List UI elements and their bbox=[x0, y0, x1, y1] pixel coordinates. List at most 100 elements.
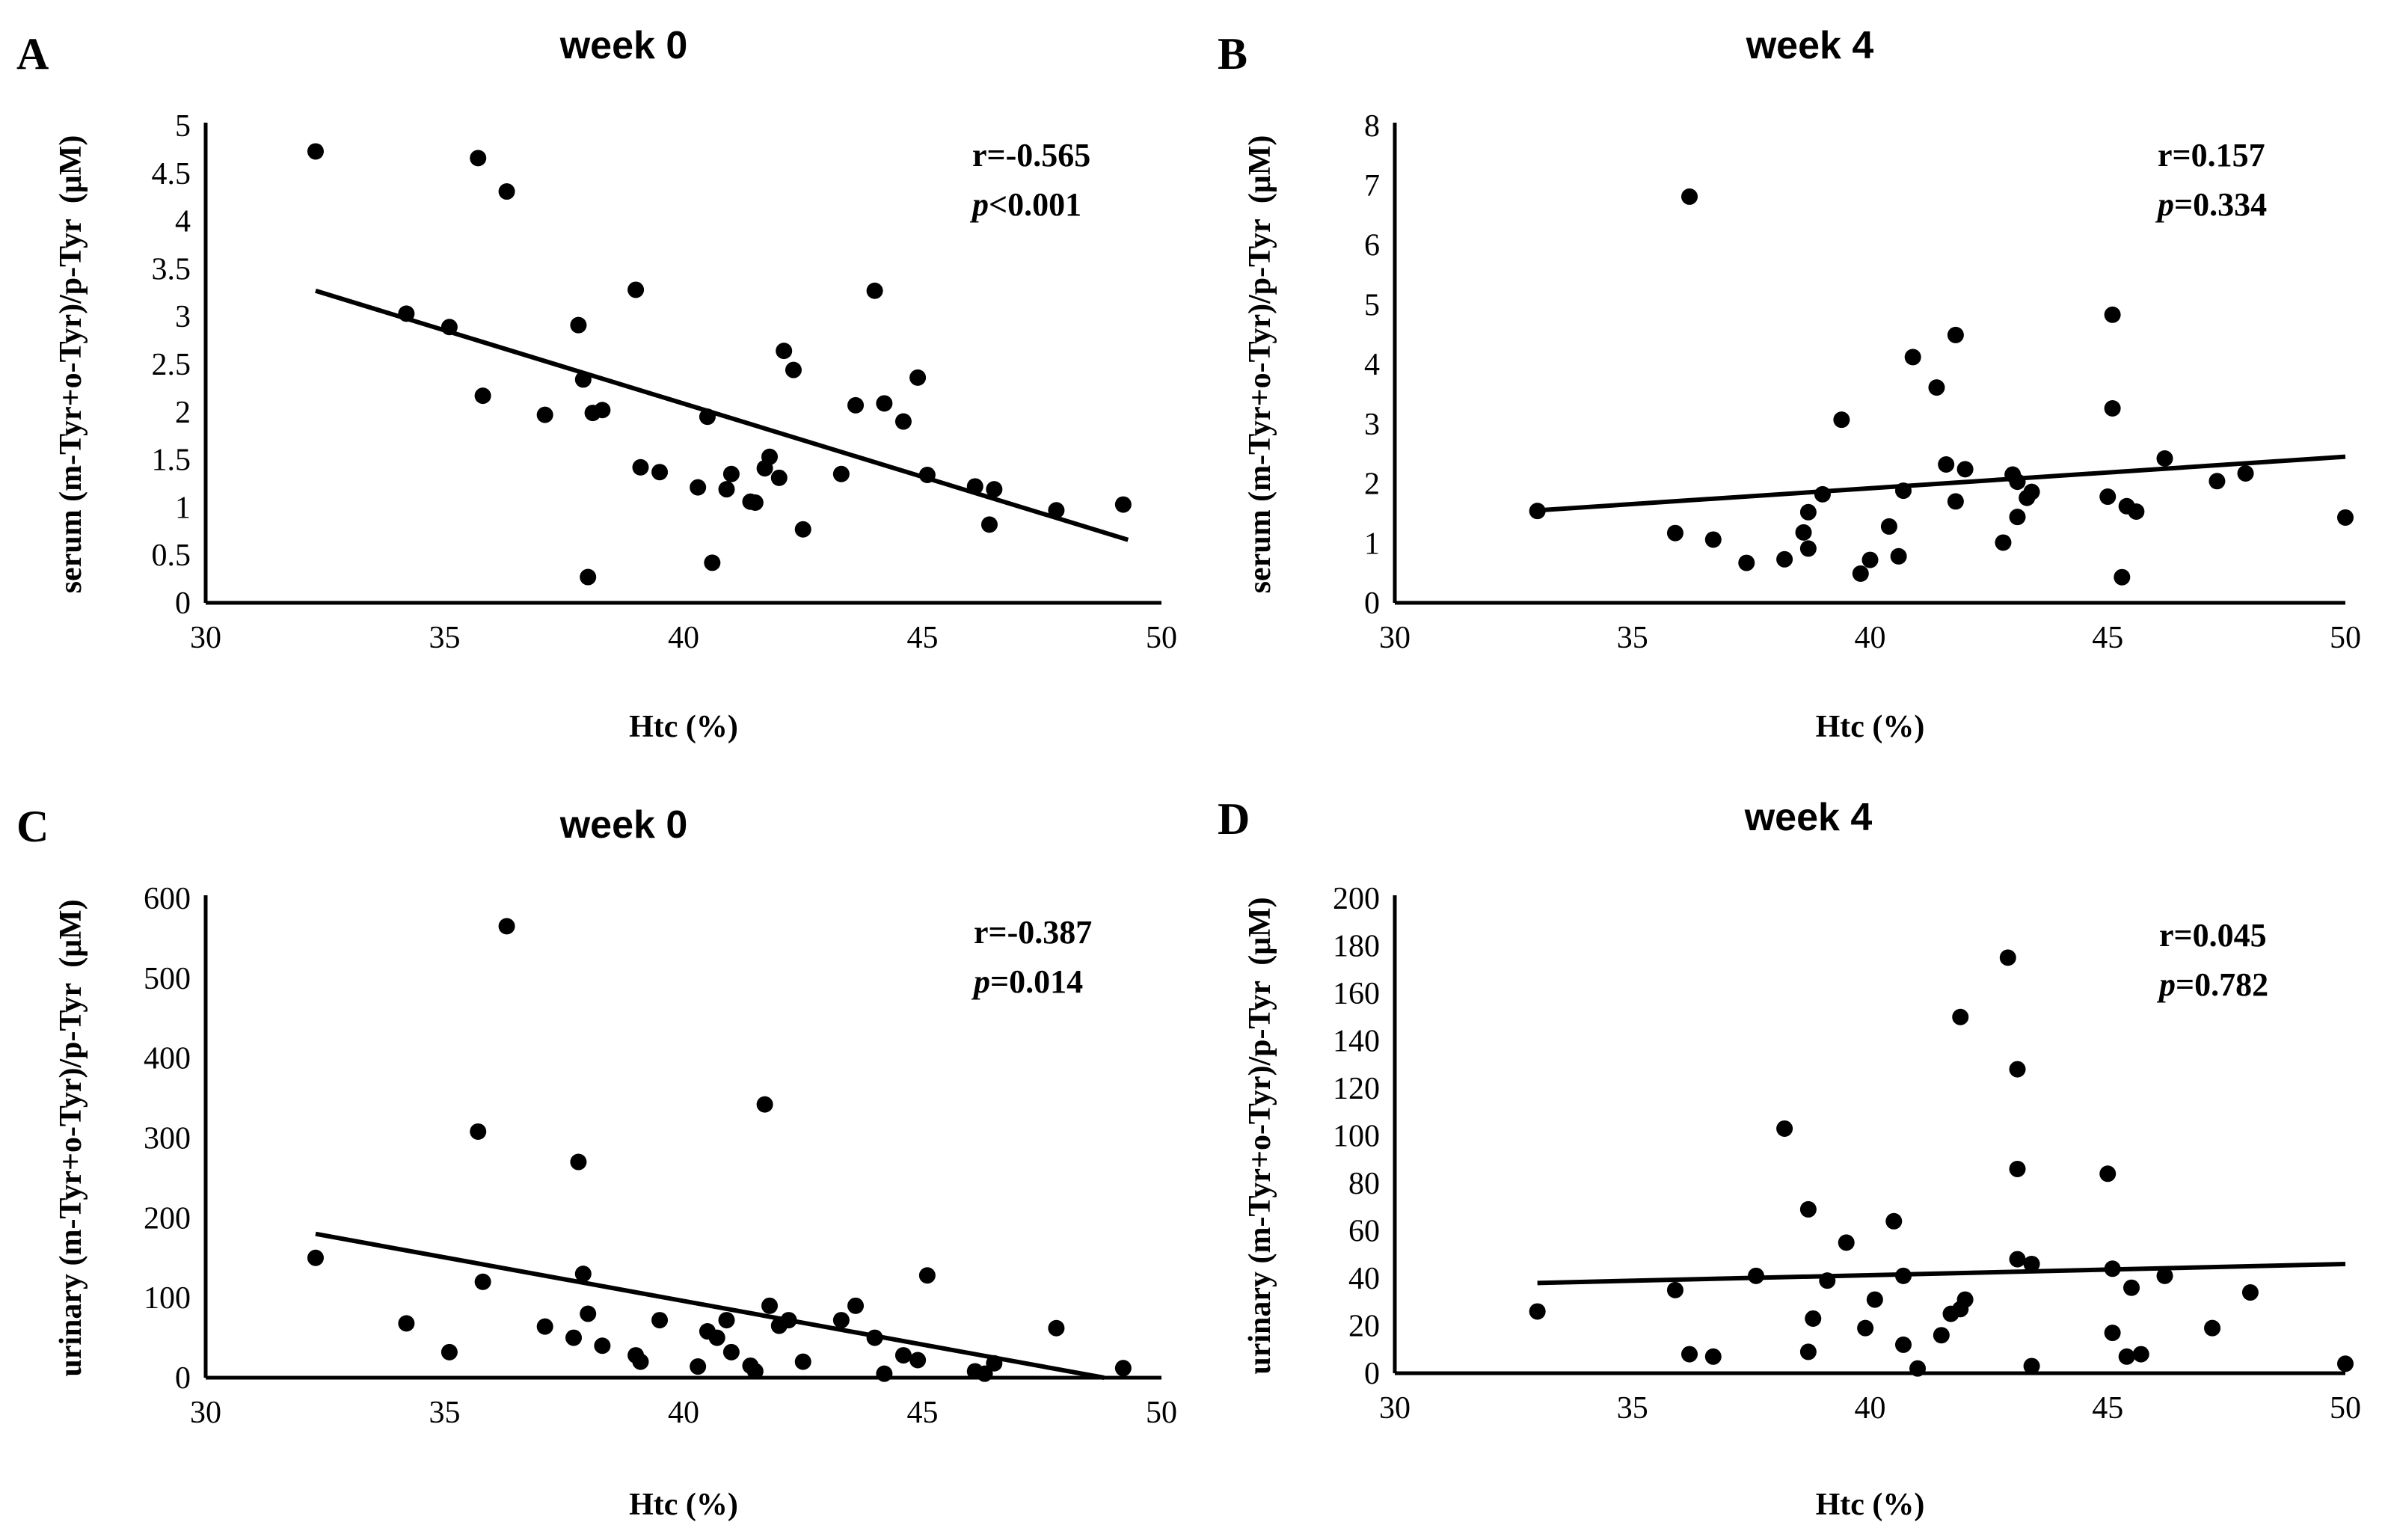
data-point bbox=[2009, 1061, 2026, 1078]
data-point bbox=[2241, 1284, 2259, 1301]
data-point bbox=[690, 479, 707, 496]
y-tick-label: 0 bbox=[1364, 1357, 1380, 1391]
data-point bbox=[498, 918, 515, 935]
stat-r: r=0.045 bbox=[2159, 917, 2267, 954]
data-point bbox=[1904, 349, 1921, 366]
data-point bbox=[2104, 1260, 2121, 1277]
data-point bbox=[2023, 483, 2040, 500]
x-tick-label: 50 bbox=[1146, 1396, 1177, 1430]
y-tick-label: 160 bbox=[1333, 977, 1380, 1011]
data-point bbox=[894, 413, 912, 430]
data-point bbox=[1952, 1008, 1969, 1025]
data-point bbox=[2114, 568, 2131, 586]
data-point bbox=[980, 516, 998, 533]
data-point bbox=[1999, 949, 2016, 966]
data-point bbox=[2009, 473, 2026, 491]
y-tick-label: 4 bbox=[175, 205, 191, 239]
stat-p: p<0.001 bbox=[969, 186, 1081, 223]
x-tick-label: 40 bbox=[1855, 621, 1886, 655]
data-point bbox=[1795, 524, 1812, 541]
data-point bbox=[2118, 1348, 2135, 1365]
panel-letter: B bbox=[1218, 29, 1247, 79]
data-point bbox=[1956, 1291, 1974, 1308]
stat-p-value: =0.014 bbox=[990, 963, 1083, 1000]
data-point bbox=[847, 396, 865, 414]
data-point bbox=[1747, 1267, 1764, 1284]
trend-line bbox=[315, 1231, 1105, 1380]
data-point bbox=[1947, 326, 1964, 343]
x-tick-label: 50 bbox=[1146, 621, 1177, 655]
y-tick-label: 120 bbox=[1333, 1072, 1380, 1106]
x-tick-label: 50 bbox=[2330, 621, 2361, 655]
data-point bbox=[722, 1343, 740, 1360]
trend-line bbox=[1537, 454, 2346, 513]
data-point bbox=[756, 1096, 773, 1113]
data-point bbox=[2009, 1251, 2026, 1268]
data-point bbox=[1909, 1360, 1927, 1377]
data-point bbox=[627, 281, 645, 298]
chart-title: week 0 bbox=[559, 803, 688, 847]
data-point bbox=[1947, 493, 1964, 510]
data-point bbox=[1880, 518, 1897, 535]
data-point bbox=[876, 1365, 893, 1382]
stat-p-value: =0.334 bbox=[2174, 186, 2267, 223]
data-point bbox=[2156, 450, 2173, 467]
x-axis-label: Htc (%) bbox=[629, 710, 738, 744]
data-point bbox=[574, 371, 592, 388]
data-point bbox=[1776, 1120, 1793, 1137]
y-tick-label: 3 bbox=[1364, 408, 1380, 442]
data-point bbox=[704, 554, 721, 571]
data-point bbox=[2337, 1355, 2354, 1372]
data-point bbox=[1666, 1281, 1683, 1298]
data-point bbox=[1933, 1327, 1950, 1344]
data-point bbox=[536, 1318, 553, 1335]
stat-p-symbol: p bbox=[2156, 966, 2176, 1003]
data-point bbox=[1819, 1272, 1836, 1289]
data-point bbox=[470, 150, 487, 167]
data-point bbox=[1894, 1267, 1912, 1284]
data-point bbox=[776, 343, 793, 360]
data-point bbox=[918, 467, 936, 484]
data-point bbox=[470, 1123, 487, 1140]
x-tick-label: 50 bbox=[2330, 1391, 2361, 1426]
data-point bbox=[909, 1352, 927, 1369]
data-point bbox=[780, 1312, 797, 1329]
y-tick-label: 100 bbox=[144, 1281, 191, 1316]
data-point bbox=[832, 465, 850, 482]
data-point bbox=[651, 464, 669, 481]
x-tick-label: 35 bbox=[1617, 621, 1648, 655]
chart-title: week 4 bbox=[1746, 24, 1874, 67]
x-axis-label: Htc (%) bbox=[1816, 1488, 1925, 1522]
data-point bbox=[1738, 554, 1755, 571]
data-point bbox=[1938, 455, 1955, 473]
x-tick-label: 45 bbox=[2092, 621, 2123, 655]
data-point bbox=[2023, 1358, 2040, 1375]
data-point bbox=[580, 568, 597, 586]
x-tick-label: 35 bbox=[1617, 1391, 1648, 1426]
data-point bbox=[2099, 1165, 2117, 1182]
data-point bbox=[1799, 1200, 1817, 1218]
data-point bbox=[307, 1249, 324, 1266]
data-point bbox=[761, 448, 779, 465]
data-point bbox=[761, 1297, 779, 1314]
chart-title: week 0 bbox=[559, 24, 688, 67]
panel-letter: A bbox=[16, 29, 49, 79]
data-point bbox=[1894, 1336, 1912, 1353]
y-tick-label: 0 bbox=[175, 586, 191, 621]
x-tick-label: 30 bbox=[190, 1396, 221, 1430]
data-point bbox=[307, 143, 324, 160]
x-tick-label: 35 bbox=[429, 1396, 461, 1430]
data-point bbox=[570, 1153, 587, 1171]
x-tick-label: 45 bbox=[907, 1396, 939, 1430]
y-tick-label: 0 bbox=[175, 1361, 191, 1396]
y-tick-label: 200 bbox=[144, 1201, 191, 1236]
data-point bbox=[570, 316, 587, 334]
data-point bbox=[1890, 547, 1907, 565]
data-point bbox=[1833, 411, 1850, 429]
data-point bbox=[632, 458, 649, 476]
y-tick-label: 4.5 bbox=[152, 157, 191, 191]
y-tick-label: 300 bbox=[144, 1122, 191, 1156]
x-tick-label: 30 bbox=[1379, 1391, 1411, 1426]
data-point bbox=[1776, 550, 1793, 568]
